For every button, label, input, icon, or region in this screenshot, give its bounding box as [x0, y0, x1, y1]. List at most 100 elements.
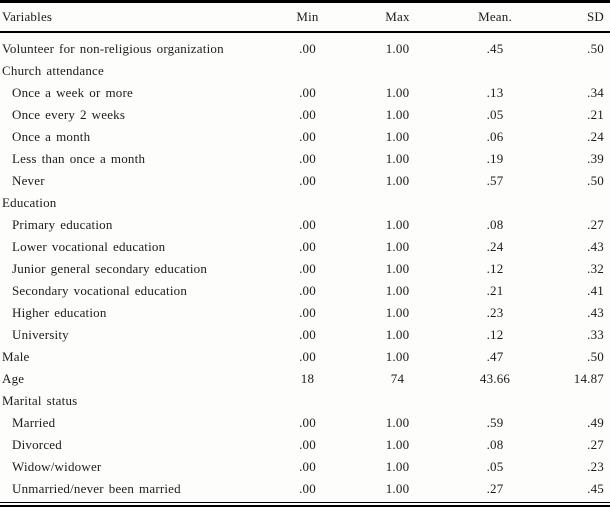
min-value: .00: [299, 129, 316, 144]
min-value: .00: [299, 415, 316, 430]
min-value: [265, 390, 350, 412]
max-value: 1.00: [385, 41, 410, 56]
max-value: 1.00: [385, 459, 410, 474]
group-header-row: Church attendance: [0, 60, 610, 82]
mean-value: .23: [486, 305, 504, 320]
min-value: .00: [299, 85, 316, 100]
table-row: Once every 2 weeks .00 1.00 .05 .21: [0, 104, 610, 126]
mean-value: .05: [486, 107, 504, 122]
max-value: 1.00: [385, 415, 410, 430]
table-row: Volunteer for non-religious organization…: [0, 32, 610, 60]
max-value: 74: [390, 371, 405, 386]
min-value: .00: [299, 261, 316, 276]
sd-value: .43: [587, 305, 604, 320]
variable-label: Secondary vocational education: [12, 283, 188, 298]
mean-value: [445, 390, 545, 412]
sd-value: .45: [587, 481, 604, 496]
mean-value: [445, 60, 545, 82]
min-value: .00: [299, 437, 316, 452]
max-value: 1.00: [385, 129, 410, 144]
sd-value: .27: [587, 217, 604, 232]
table-row: Male .00 1.00 .47 .50: [0, 346, 610, 368]
sd-value: .27: [587, 437, 604, 452]
sd-value: .33: [587, 327, 604, 342]
group-header-row: Marital status: [0, 390, 610, 412]
sd-value: .50: [587, 173, 604, 188]
table-row: Age 18 74 43.66 14.87: [0, 368, 610, 390]
mean-value: .47: [486, 349, 504, 364]
max-value: 1.00: [385, 261, 410, 276]
variable-label: Once a week or more: [12, 85, 133, 100]
min-value: 18: [300, 371, 315, 386]
table-row: Widow/widower .00 1.00 .05 .23: [0, 456, 610, 478]
mean-value: .13: [486, 85, 504, 100]
table-row: Junior general secondary education .00 1.0…: [0, 258, 610, 280]
min-value: .00: [299, 481, 316, 496]
table-row: Once a month .00 1.00 .06 .24: [0, 126, 610, 148]
column-header-variables: Variables: [0, 3, 265, 33]
mean-value: .45: [486, 41, 504, 56]
table-row: Higher education .00 1.00 .23 .43: [0, 302, 610, 324]
table-row: Married .00 1.00 .59 .49: [0, 412, 610, 434]
min-value: .00: [299, 107, 316, 122]
min-value: [265, 60, 350, 82]
mean-value: .08: [486, 437, 504, 452]
max-value: 1.00: [385, 283, 410, 298]
mean-value: 43.66: [479, 371, 511, 386]
max-value: [350, 390, 445, 412]
mean-value: .12: [486, 261, 504, 276]
header-row: Variables Min Max Mean. SD: [0, 3, 610, 33]
variable-label: Once every 2 weeks: [12, 107, 126, 122]
mean-value: .59: [486, 415, 504, 430]
table-row: Never .00 1.00 .57 .50: [0, 170, 610, 192]
variable-label: Widow/widower: [12, 459, 102, 474]
sd-value: .32: [587, 261, 604, 276]
variable-label: Marital status: [2, 393, 78, 408]
variable-label: Once a month: [12, 129, 91, 144]
variable-label: Primary education: [12, 217, 113, 232]
mean-value: .08: [486, 217, 504, 232]
column-header-min: Min: [265, 3, 350, 33]
mean-value: .24: [486, 239, 504, 254]
table-row: Secondary vocational education .00 1.00 .21…: [0, 280, 610, 302]
min-value: .00: [299, 283, 316, 298]
variable-label: University: [12, 327, 69, 342]
sd-value: .39: [587, 151, 604, 166]
column-header-max: Max: [350, 3, 445, 33]
table-row: Lower vocational education .00 1.00 .24 .43: [0, 236, 610, 258]
variable-label: Lower vocational education: [12, 239, 166, 254]
variable-label: Male: [2, 349, 30, 364]
column-header-mean: Mean.: [445, 3, 545, 33]
mean-value: [445, 192, 545, 214]
table-bottom-thick-rule: [0, 505, 610, 507]
sd-value: [545, 192, 610, 214]
min-value: .00: [299, 327, 316, 342]
sd-value: .49: [587, 415, 604, 430]
max-value: [350, 192, 445, 214]
table-row: Less than once a month .00 1.00 .19 .39: [0, 148, 610, 170]
variable-label: Less than once a month: [12, 151, 146, 166]
table-top-rule: [0, 0, 610, 3]
max-value: 1.00: [385, 481, 410, 496]
variable-label: Volunteer for non-religious organization: [2, 41, 224, 56]
mean-value: .21: [486, 283, 504, 298]
max-value: 1.00: [385, 217, 410, 232]
group-header-row: Education: [0, 192, 610, 214]
variable-label: Unmarried/never been married: [12, 481, 181, 496]
max-value: 1.00: [385, 239, 410, 254]
min-value: .00: [299, 173, 316, 188]
variable-label: Never: [12, 173, 45, 188]
variable-label: Church attendance: [2, 63, 104, 78]
sd-value: .43: [587, 239, 604, 254]
max-value: 1.00: [385, 305, 410, 320]
max-value: 1.00: [385, 327, 410, 342]
sd-value: .34: [587, 85, 604, 100]
variable-label: Junior general secondary education: [12, 261, 208, 276]
variable-label: Age: [2, 371, 25, 386]
max-value: 1.00: [385, 151, 410, 166]
descriptive-statistics-table: Variables Min Max Mean. SD Volunteer for…: [0, 3, 610, 500]
max-value: 1.00: [385, 85, 410, 100]
variable-label: Married: [12, 415, 56, 430]
table-bottom-thin-rule: [0, 502, 610, 503]
